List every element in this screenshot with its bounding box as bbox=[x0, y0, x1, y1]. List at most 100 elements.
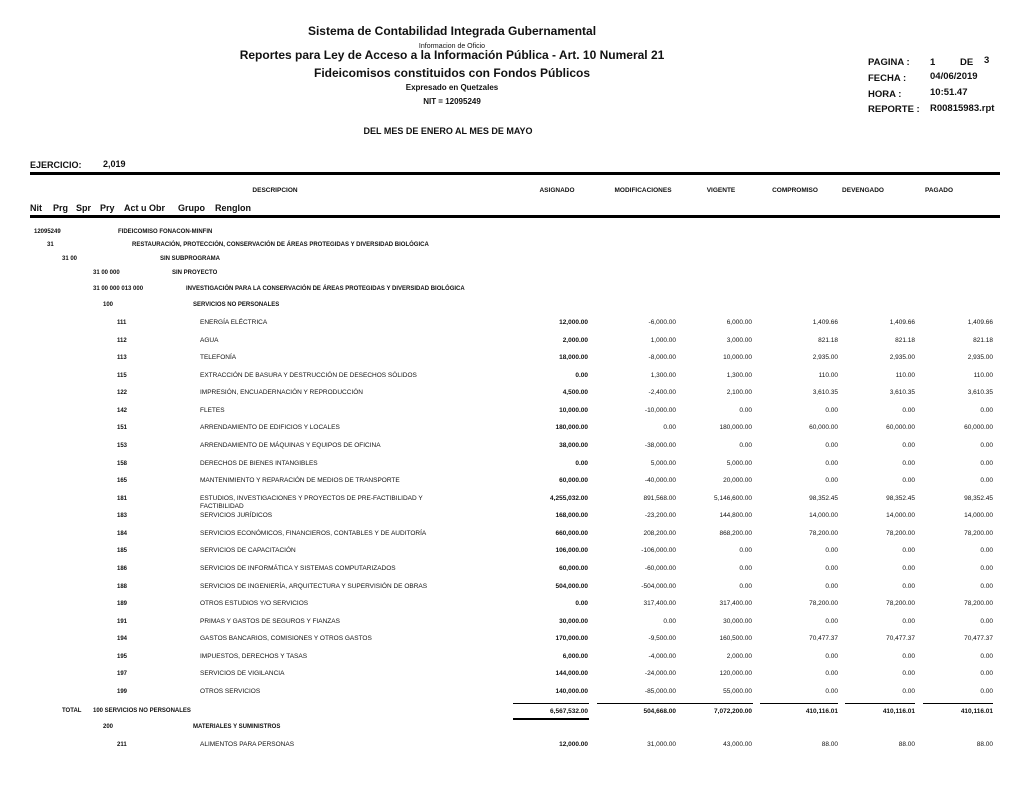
cell-modificaciones: -8,000.00 bbox=[648, 354, 676, 361]
renglon-desc: OTROS ESTUDIOS Y/O SERVICIOS bbox=[200, 600, 309, 607]
cell-modificaciones: -2,400.00 bbox=[648, 389, 676, 396]
cell-vigente: 0.00 bbox=[739, 565, 752, 572]
cell-pagado: 0.00 bbox=[980, 407, 993, 414]
cell-devengado: 88.00 bbox=[898, 741, 915, 748]
cell-modificaciones: -504,000.00 bbox=[641, 583, 676, 590]
renglon-code: 184 bbox=[117, 531, 128, 537]
cell-compromiso: 0.00 bbox=[825, 670, 838, 677]
cell-asignado: 0.00 bbox=[575, 600, 588, 607]
cell-compromiso: 78,200.00 bbox=[809, 530, 838, 537]
cell-vigente: 10,000.00 bbox=[723, 354, 752, 361]
col-pagado: PAGADO bbox=[924, 187, 954, 194]
cell-asignado: 180,000.00 bbox=[555, 424, 588, 431]
renglon-code: 189 bbox=[117, 601, 128, 607]
cell-devengado: 0.00 bbox=[902, 583, 915, 590]
cell-devengado: 0.00 bbox=[902, 442, 915, 449]
cell-asignado: 12,000.00 bbox=[559, 741, 588, 748]
renglon-desc: ESTUDIOS, INVESTIGACIONES Y PROYECTOS DE… bbox=[200, 495, 423, 502]
cell-vigente: 160,500.00 bbox=[719, 635, 752, 642]
cell-modificaciones: -9,500.00 bbox=[648, 635, 676, 642]
renglon-code: 111 bbox=[117, 320, 127, 326]
renglon-desc: MANTENIMIENTO Y REPARACIÓN DE MEDIOS DE … bbox=[200, 477, 400, 484]
cell-modificaciones: -38,000.00 bbox=[644, 442, 676, 449]
de-label: DE bbox=[960, 57, 974, 68]
renglon-desc: AGUA bbox=[200, 337, 219, 344]
cell-compromiso: 0.00 bbox=[825, 565, 838, 572]
cell-compromiso: 410,116.01 bbox=[805, 708, 838, 715]
cell-devengado: 70,477.37 bbox=[886, 635, 915, 642]
reporte-label: REPORTE : bbox=[868, 104, 920, 115]
cell-pagado: 1,409.66 bbox=[967, 319, 993, 326]
cell-modificaciones: -4,000.00 bbox=[648, 653, 676, 660]
cell-modificaciones: -23,200.00 bbox=[644, 512, 676, 519]
cell-modificaciones: 208,200.00 bbox=[643, 530, 676, 537]
hierarchy-desc: SERVICIOS NO PERSONALES bbox=[193, 302, 280, 308]
cell-devengado: 0.00 bbox=[902, 653, 915, 660]
cell-compromiso: 821.18 bbox=[818, 337, 838, 344]
hora-label: HORA : bbox=[868, 89, 902, 100]
hora-value: 10:51.47 bbox=[930, 87, 968, 98]
cell-devengado: 0.00 bbox=[902, 547, 915, 554]
hierarchy-code: 31 00 bbox=[62, 256, 78, 262]
renglon-desc: GASTOS BANCARIOS, COMISIONES Y OTROS GAS… bbox=[200, 635, 372, 642]
renglon-code: 122 bbox=[117, 390, 128, 396]
renglon-desc: PRIMAS Y GASTOS DE SEGUROS Y FIANZAS bbox=[200, 618, 340, 625]
cell-modificaciones: -40,000.00 bbox=[644, 477, 676, 484]
renglon-code: 188 bbox=[117, 584, 128, 590]
cell-vigente: 2,000.00 bbox=[726, 653, 752, 660]
fecha-label: FECHA : bbox=[868, 73, 907, 84]
renglon-code: 113 bbox=[117, 355, 127, 361]
report-subtitle-small: Informacion de Oficio bbox=[418, 43, 486, 50]
cell-asignado: 6,000.00 bbox=[562, 653, 588, 660]
renglon-desc: IMPUESTOS, DERECHOS Y TASAS bbox=[200, 653, 308, 660]
renglon-desc: SERVICIOS ECONÓMICOS, FINANCIEROS, CONTA… bbox=[200, 530, 427, 537]
cell-vigente: 0.00 bbox=[739, 442, 752, 449]
cell-asignado: 38,000.00 bbox=[559, 442, 588, 449]
cell-compromiso: 0.00 bbox=[825, 407, 838, 414]
cell-compromiso: 0.00 bbox=[825, 442, 838, 449]
cell-pagado: 78,200.00 bbox=[964, 530, 993, 537]
level-grupo: Grupo bbox=[178, 203, 205, 213]
renglon-code: 195 bbox=[117, 654, 128, 660]
hierarchy-desc: FIDEICOMISO FONACON-MINFIN bbox=[118, 229, 213, 235]
level-spr: Spr bbox=[76, 203, 92, 213]
cell-asignado: 106,000.00 bbox=[555, 547, 588, 554]
cell-asignado: 18,000.00 bbox=[559, 354, 588, 361]
renglon-code: 115 bbox=[117, 373, 127, 379]
currency-note: Expresado en Quetzales bbox=[405, 83, 499, 92]
cell-pagado: 88.00 bbox=[976, 741, 993, 748]
cell-modificaciones: 891,568.00 bbox=[643, 495, 676, 502]
cell-vigente: 0.00 bbox=[739, 547, 752, 554]
total-rule bbox=[597, 703, 753, 704]
cell-pagado: 0.00 bbox=[980, 442, 993, 449]
cell-compromiso: 14,000.00 bbox=[809, 512, 838, 519]
cell-devengado: 821.18 bbox=[895, 337, 915, 344]
cell-asignado: 0.00 bbox=[575, 372, 588, 379]
report-title: Reportes para Ley de Acceso a la Informa… bbox=[239, 48, 665, 62]
cell-asignado: 504,000.00 bbox=[555, 583, 588, 590]
cell-compromiso: 70,477.37 bbox=[809, 635, 838, 642]
cell-compromiso: 0.00 bbox=[825, 618, 838, 625]
cell-vigente: 868,200.00 bbox=[719, 530, 752, 537]
cell-devengado: 3,610.35 bbox=[889, 389, 915, 396]
level-nit: Nit bbox=[30, 203, 42, 213]
level-act-obr: Act u Obr bbox=[124, 203, 166, 213]
cell-asignado: 60,000.00 bbox=[559, 565, 588, 572]
cell-pagado: 0.00 bbox=[980, 477, 993, 484]
renglon-code: 181 bbox=[117, 496, 128, 502]
renglon-code: 191 bbox=[117, 619, 128, 625]
ejercicio-label: EJERCICIO: bbox=[30, 160, 82, 170]
reporte-value: R00815983.rpt bbox=[930, 103, 995, 114]
cell-pagado: 0.00 bbox=[980, 565, 993, 572]
cell-devengado: 14,000.00 bbox=[886, 512, 915, 519]
cell-modificaciones: -85,000.00 bbox=[644, 688, 676, 695]
cell-compromiso: 0.00 bbox=[825, 460, 838, 467]
total-desc: 100 SERVICIOS NO PERSONALES bbox=[93, 708, 191, 714]
hierarchy-code: 31 bbox=[47, 242, 54, 248]
cell-modificaciones: 317,400.00 bbox=[643, 600, 676, 607]
renglon-desc: OTROS SERVICIOS bbox=[200, 688, 261, 695]
cell-compromiso: 0.00 bbox=[825, 547, 838, 554]
renglon-code: 185 bbox=[117, 548, 128, 554]
col-vigente: VIGENTE bbox=[706, 187, 736, 194]
cell-asignado: 30,000.00 bbox=[559, 618, 588, 625]
